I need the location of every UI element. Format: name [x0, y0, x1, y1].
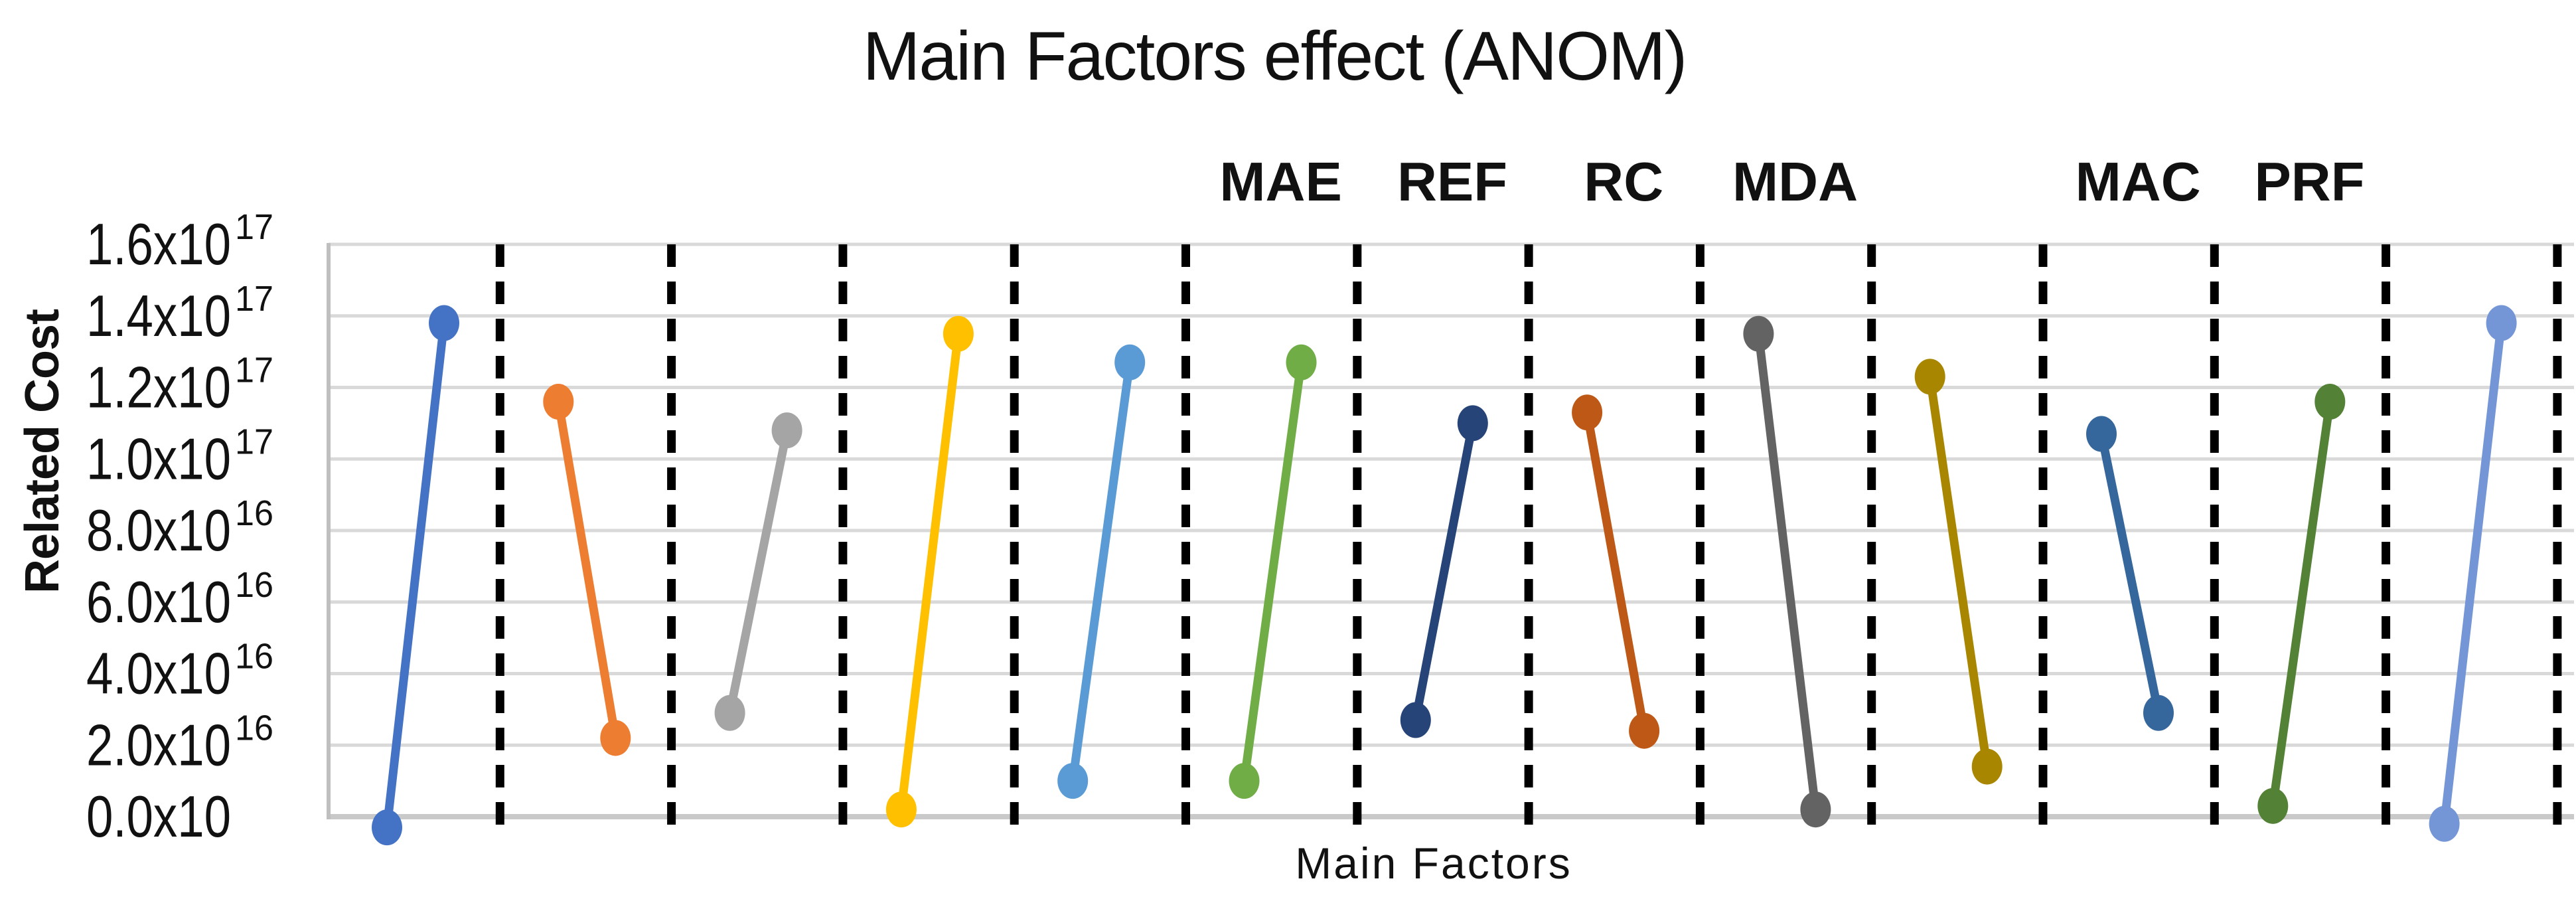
data-point-high-level — [1800, 791, 1831, 828]
factor-label: MAE — [1219, 151, 1341, 212]
data-point-low-level — [2086, 416, 2117, 452]
factor-effect-line — [897, 333, 963, 810]
chart-title: Main Factors effect (ANOM) — [862, 18, 1688, 95]
data-point-high-level — [1629, 712, 1660, 749]
data-point-low-level — [543, 384, 574, 420]
data-point-low-level — [2257, 787, 2289, 824]
factor-effect-line — [2268, 401, 2334, 807]
factor-effect-line — [725, 429, 791, 714]
y-tick-label: 0.0x10 — [86, 783, 231, 849]
data-point-low-level — [1057, 763, 1089, 799]
y-tick-exponent: 16 — [235, 565, 273, 605]
y-tick-exponent: 17 — [235, 207, 273, 247]
data-point-high-level — [1457, 405, 1488, 442]
data-point-low-level — [2429, 805, 2460, 842]
y-tick-exponent: 17 — [235, 422, 273, 461]
y-tick-label: 2.0x10 — [86, 712, 231, 778]
factor-label: REF — [1397, 151, 1507, 212]
data-point-high-level — [1971, 748, 2003, 785]
factor-label: MAC — [2076, 151, 2201, 212]
y-tick-exponent: 16 — [235, 637, 273, 677]
data-point-high-level — [943, 315, 974, 352]
y-tick-exponent: 16 — [235, 708, 273, 748]
factor-effect-line — [554, 400, 620, 739]
data-point-low-level — [714, 695, 745, 731]
y-tick-label: 1.4x10 — [86, 283, 231, 349]
factor-effect-line — [1068, 361, 1134, 782]
factor-effect-line — [1411, 422, 1477, 721]
data-point-high-level — [1114, 344, 1146, 380]
data-point-low-level — [1400, 702, 1431, 738]
data-point-high-level — [771, 412, 802, 449]
y-tick-exponent: 16 — [235, 493, 273, 533]
data-point-low-level — [1229, 763, 1260, 799]
y-tick-label: 1.0x10 — [86, 426, 231, 491]
x-axis-title: Main Factors — [1295, 839, 1572, 888]
factor-label: PRF — [2254, 151, 2364, 212]
factor-effect-line — [2097, 433, 2163, 714]
factor-effect-line — [1582, 412, 1649, 732]
y-tick-label: 1.6x10 — [86, 211, 231, 277]
y-tick-exponent: 17 — [235, 279, 273, 319]
data-point-high-level — [600, 720, 631, 756]
y-tick-label: 4.0x10 — [86, 641, 231, 706]
factor-effect-line — [1926, 376, 1992, 768]
data-point-low-level — [372, 809, 402, 846]
data-point-high-level — [2314, 384, 2346, 420]
factor-effect-line — [382, 322, 449, 828]
data-point-low-level — [1743, 315, 1774, 352]
y-tick-exponent: 17 — [235, 351, 273, 390]
factor-label: RC — [1584, 151, 1663, 212]
factor-effect-line — [2440, 322, 2506, 825]
data-point-high-level — [2143, 695, 2174, 731]
data-point-high-level — [2486, 305, 2517, 341]
data-point-high-level — [1286, 344, 1317, 380]
y-tick-label: 8.0x10 — [86, 497, 231, 563]
factor-effect-line — [1754, 333, 1820, 810]
factor-effect-line — [1240, 361, 1306, 782]
data-point-low-level — [885, 791, 917, 828]
data-point-high-level — [429, 305, 459, 341]
y-tick-label: 1.2x10 — [86, 355, 231, 420]
data-point-low-level — [1572, 394, 1603, 431]
y-axis-title: Related Cost — [16, 309, 69, 594]
data-point-low-level — [1914, 359, 1945, 395]
y-tick-label: 6.0x10 — [86, 569, 231, 635]
factor-label: MDA — [1732, 151, 1858, 212]
